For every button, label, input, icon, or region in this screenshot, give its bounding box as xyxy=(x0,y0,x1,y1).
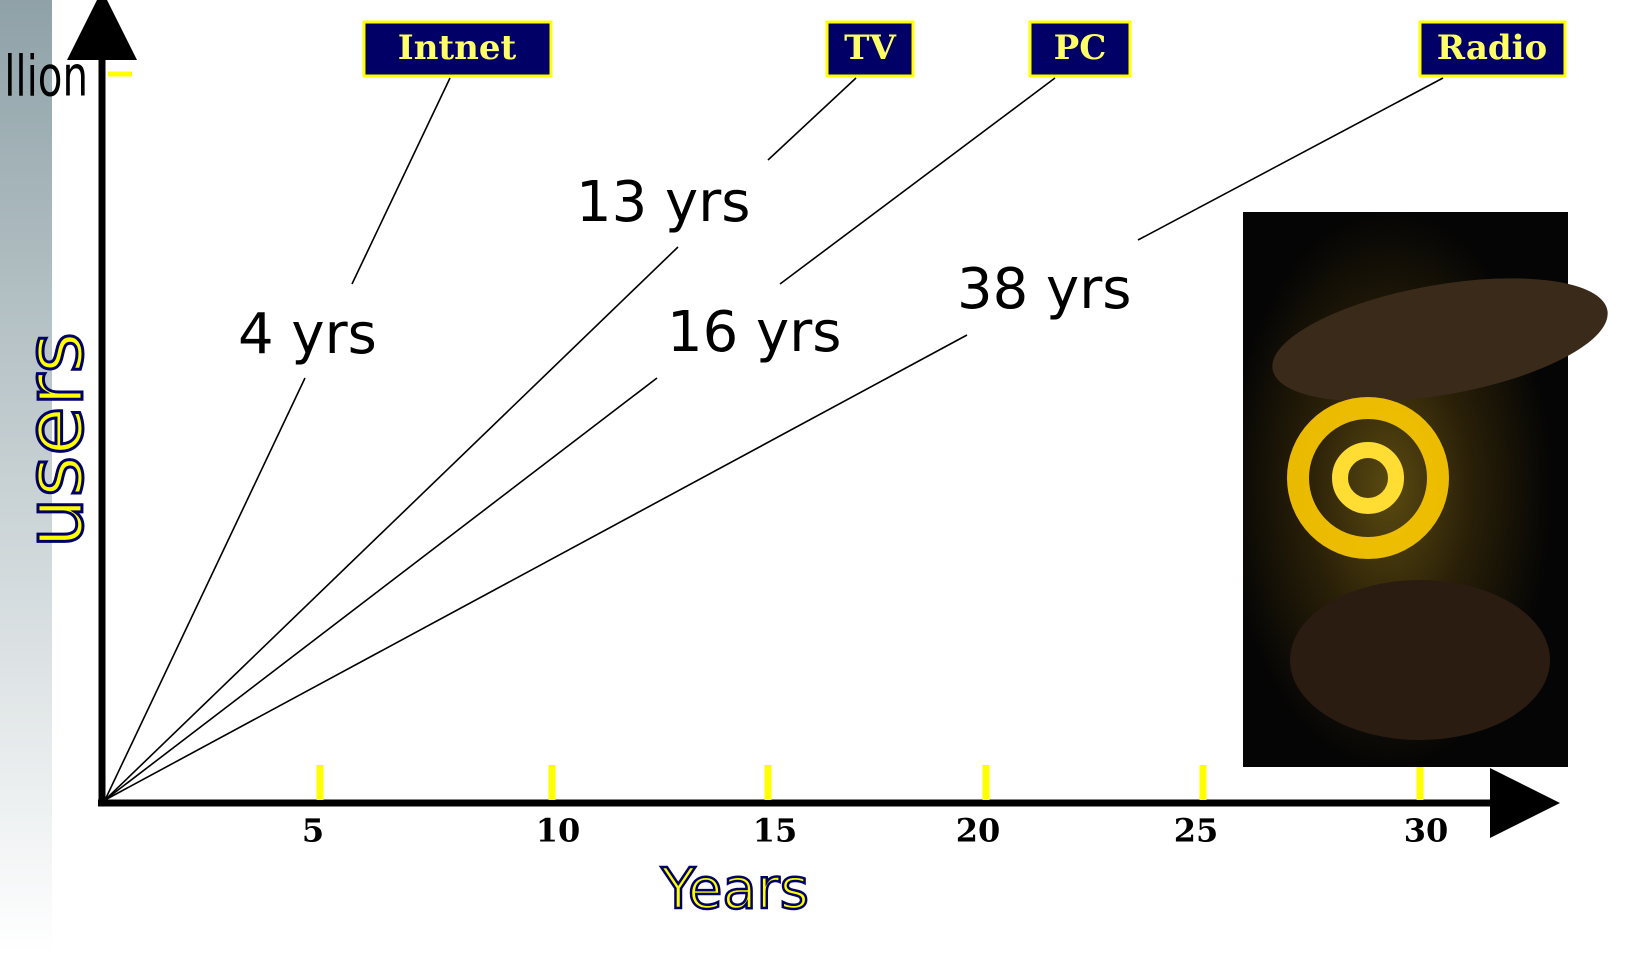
time-label: 16 yrs xyxy=(667,300,841,365)
x-tick-label: 25 xyxy=(1174,812,1219,850)
photo xyxy=(1243,212,1617,767)
x-axis-label: Years xyxy=(660,857,809,922)
media-label: TV xyxy=(844,28,896,68)
time-label: 38 yrs xyxy=(957,257,1131,322)
slide: llion users 5 10 15 20 25 30 Years 4 yrs… xyxy=(0,0,1625,954)
media-box: TV xyxy=(827,22,913,76)
media-box: Radio xyxy=(1420,22,1565,76)
y-axis-label: users xyxy=(8,332,101,548)
media-label: PC xyxy=(1054,28,1107,68)
media-label: Radio xyxy=(1437,28,1547,68)
time-label: 4 yrs xyxy=(238,302,377,367)
x-tick-label: 5 xyxy=(302,812,324,850)
x-tick-label: 15 xyxy=(753,812,798,850)
x-tick-label: 30 xyxy=(1404,812,1449,850)
media-box: Intnet xyxy=(364,22,551,76)
time-label: 13 yrs xyxy=(576,170,750,235)
x-tick-label: 10 xyxy=(536,812,581,850)
x-ticks xyxy=(320,765,1420,800)
x-tick-label: 20 xyxy=(956,812,1001,850)
media-box: PC xyxy=(1030,22,1130,76)
y-top-label: llion xyxy=(4,44,88,109)
growth-lines xyxy=(105,78,1443,800)
media-label: Intnet xyxy=(398,28,517,68)
